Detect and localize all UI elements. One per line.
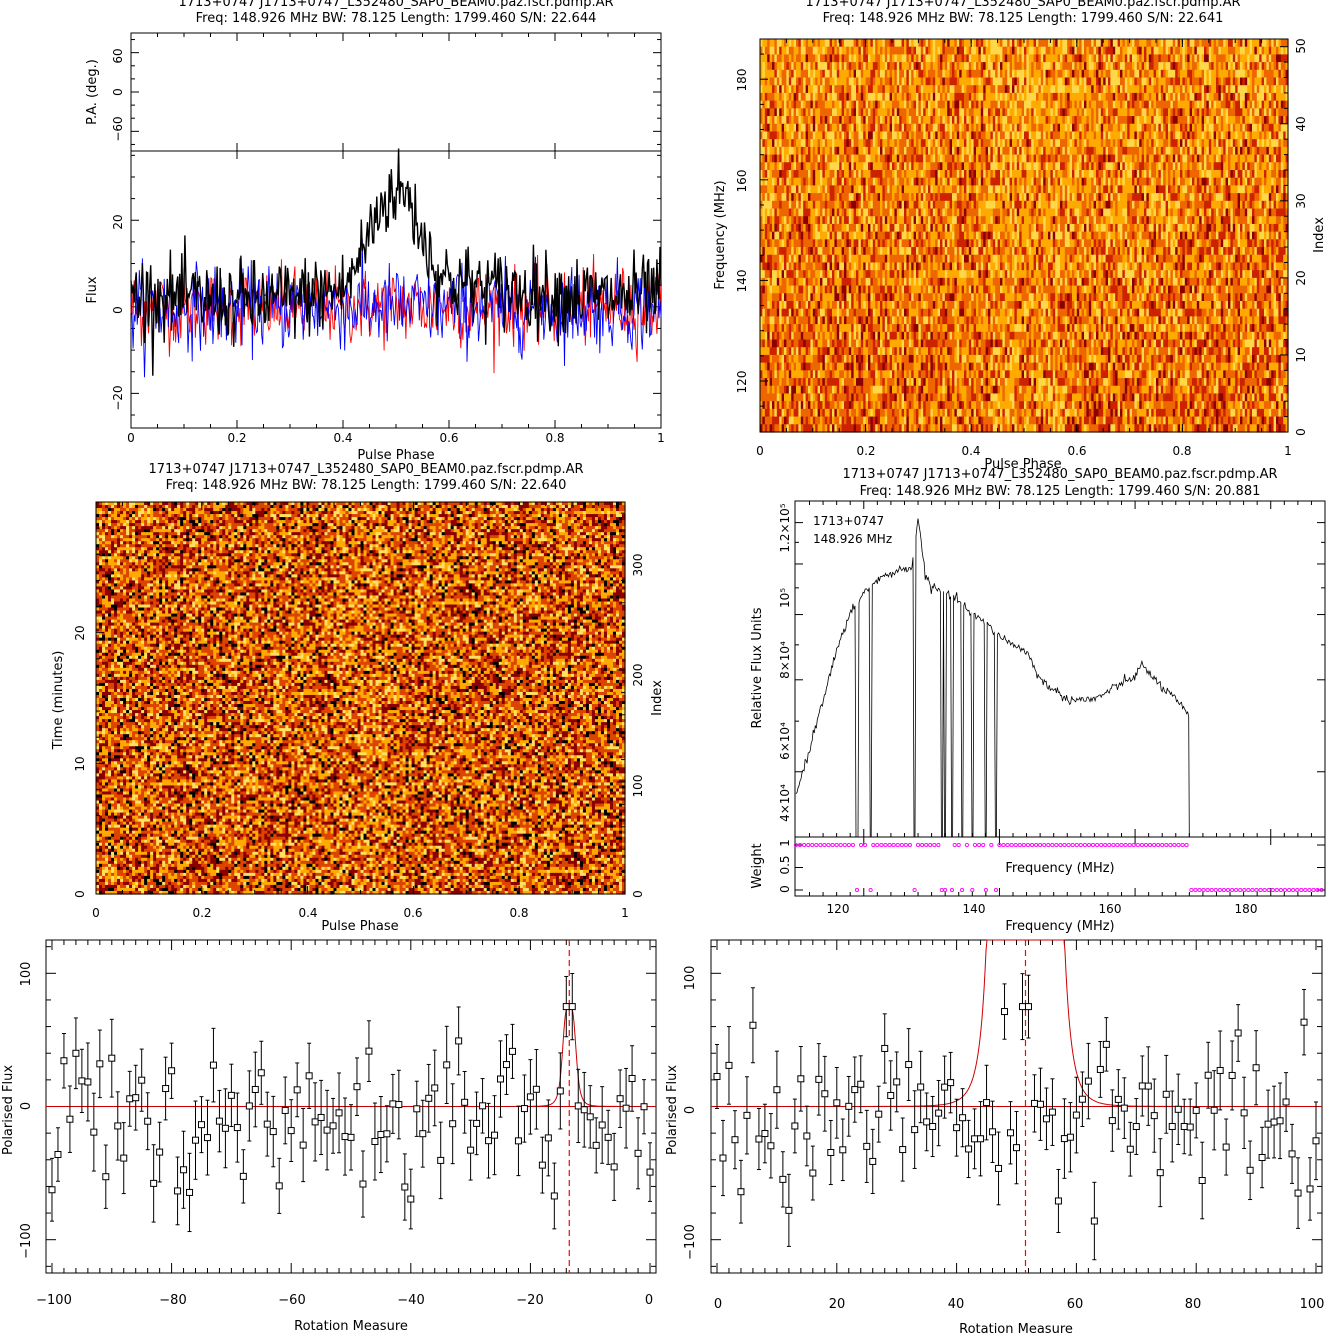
pa-tick-neg60: −60: [111, 116, 125, 141]
profile-x-tick-1: 1: [657, 431, 665, 445]
freq-phase-title-line2: Freq: 148.926 MHz BW: 78.125 Length: 179…: [823, 11, 1224, 26]
flux-tick-20: 20: [111, 214, 125, 229]
profile-panel: 1713+0747 J1713+0747_L352480_SAP0_BEAM0.…: [85, 0, 665, 463]
flux-tick-neg20: −20: [111, 385, 125, 410]
freq-phase-heatmap: [760, 39, 1289, 433]
pa-tick-0: 0: [111, 88, 125, 96]
pa-tick-60: 60: [111, 48, 125, 63]
profile-x-label: Pulse Phase: [357, 448, 434, 463]
pa-axes-frame: [131, 33, 661, 151]
profile-x-tick-0.4: 0.4: [333, 431, 352, 445]
profile-series: [131, 149, 661, 378]
profile-series-line: [131, 149, 661, 376]
profile-title-line2: Freq: 148.926 MHz BW: 78.125 Length: 179…: [196, 11, 597, 26]
profile-x-ticks: [131, 33, 661, 428]
profile-x-tick-0.8: 0.8: [545, 431, 564, 445]
flux-axis-label: Flux: [85, 276, 100, 303]
profile-x-tick-0.6: 0.6: [439, 431, 458, 445]
profile-title-line1: 1713+0747 J1713+0747_L352480_SAP0_BEAM0.…: [178, 0, 613, 10]
freq-phase-panel: 1713+0747 J1713+0747_L352480_SAP0_BEAM0.…: [713, 0, 1326, 472]
pa-ticks: [131, 40, 661, 145]
profile-x-tick-0: 0: [127, 431, 135, 445]
profile-x-tick-0.2: 0.2: [227, 431, 246, 445]
flux-tick-0: 0: [111, 306, 125, 314]
freq-phase-title-line1: 1713+0747 J1713+0747_L352480_SAP0_BEAM0.…: [805, 0, 1240, 10]
pa-axis-label: P.A. (deg.): [85, 59, 100, 125]
